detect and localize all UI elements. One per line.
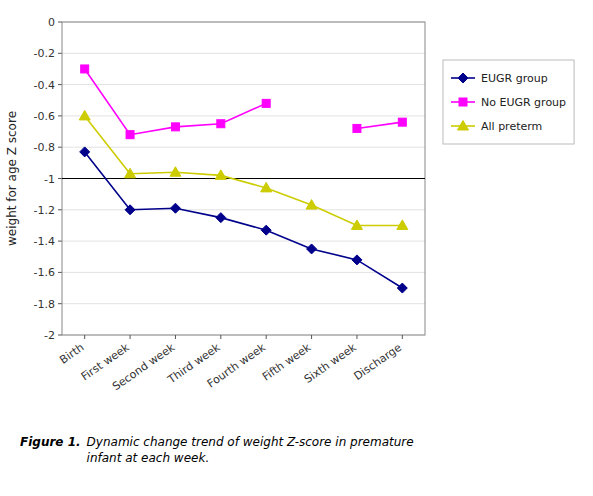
x-tick-label: Second week	[110, 340, 178, 393]
point	[80, 147, 90, 157]
legend: EUGR group No EUGR group All preterm	[443, 60, 574, 144]
y-tick	[58, 84, 62, 85]
x-tick-label: Discharge	[351, 341, 404, 383]
y-tick	[58, 115, 62, 116]
grid-line	[62, 303, 425, 304]
y-tick-label: -1.6	[34, 266, 55, 279]
grid-line	[62, 178, 425, 179]
grid-line	[62, 53, 425, 54]
grid-line	[62, 241, 425, 242]
series-line	[85, 152, 403, 288]
y-axis-label: weight for age Z score	[5, 111, 19, 246]
legend-label: EUGR group	[481, 72, 548, 85]
caption-line: infant at each week.	[87, 451, 210, 465]
point	[306, 200, 317, 210]
y-tick-label: 0	[48, 16, 55, 29]
x-tick	[311, 335, 312, 339]
point	[353, 124, 361, 132]
point	[79, 110, 90, 120]
point	[216, 213, 226, 223]
point	[397, 283, 407, 293]
y-tick	[58, 335, 62, 336]
legend-label: All preterm	[481, 120, 542, 133]
y-tick-label: -1.2	[34, 204, 55, 217]
x-tick-label: Fourth week	[205, 340, 269, 390]
y-tick-label: -0.2	[34, 47, 55, 60]
point	[307, 244, 317, 254]
point	[261, 182, 272, 192]
x-tick	[402, 335, 403, 339]
caption: Dynamic change trend of weight Z-score i…	[87, 435, 414, 465]
y-tick-label: -1.4	[34, 235, 55, 248]
y-tick	[58, 147, 62, 148]
legend-label: No EUGR group	[481, 96, 566, 109]
plot-frame	[62, 22, 425, 335]
y-tick	[58, 303, 62, 304]
point	[126, 131, 134, 139]
grid-line	[62, 209, 425, 210]
y-tick	[58, 272, 62, 273]
y-tick-label: -1.8	[34, 298, 55, 311]
point	[262, 99, 270, 107]
point	[170, 167, 181, 177]
caption-line: Dynamic change trend of weight Z-score i…	[87, 435, 414, 449]
point	[398, 118, 406, 126]
plot-area	[62, 22, 425, 335]
x-tick	[266, 335, 267, 339]
point	[170, 203, 180, 213]
series	[80, 147, 408, 293]
y-tick	[58, 22, 62, 23]
y-tick	[58, 241, 62, 242]
legend-marker	[458, 121, 469, 131]
reference-line	[62, 178, 425, 179]
series-line	[85, 116, 403, 226]
point	[351, 220, 362, 230]
grid-line	[62, 84, 425, 85]
y-tick-label: -2	[44, 329, 55, 342]
figure-label: Figure 1.	[20, 435, 81, 449]
y-tick-label: -1	[44, 173, 55, 186]
x-tick-label: Sixth week	[302, 340, 359, 386]
x-tick	[84, 335, 85, 339]
point	[397, 220, 408, 230]
grid-line	[62, 272, 425, 273]
point	[217, 120, 225, 128]
y-tick	[58, 178, 62, 179]
point	[352, 255, 362, 265]
y-tick-label: -0.6	[34, 110, 55, 123]
point	[81, 65, 89, 73]
y-tick	[58, 209, 62, 210]
x-tick	[175, 335, 176, 339]
y-tick-label: -0.8	[34, 141, 55, 154]
data	[62, 65, 425, 293]
x-tick	[130, 335, 131, 339]
point	[215, 170, 226, 180]
x-tick-label: Birth	[57, 341, 86, 367]
point	[261, 225, 271, 235]
legend-marker	[459, 98, 467, 106]
point	[125, 168, 136, 178]
grid-line	[62, 147, 425, 148]
series	[79, 110, 408, 229]
axes: 0 -0.2 -0.4 -0.6 -0.8 -1 -1.2 -1.4 -1.6 -1.8 -2Bir…	[34, 16, 425, 393]
series-line	[85, 69, 403, 135]
chart: 0 -0.2 -0.4 -0.6 -0.8 -1 -1.2 -1.4 -1.6 -1.8 -2Bir…	[0, 0, 593, 496]
y-tick	[58, 53, 62, 54]
x-tick	[220, 335, 221, 339]
series	[81, 65, 407, 139]
point	[125, 205, 135, 215]
point	[171, 123, 179, 131]
y-tick-label: -0.4	[34, 79, 55, 92]
x-tick	[356, 335, 357, 339]
grid	[62, 22, 425, 335]
legend-box	[443, 60, 574, 144]
legend-marker	[458, 73, 468, 83]
